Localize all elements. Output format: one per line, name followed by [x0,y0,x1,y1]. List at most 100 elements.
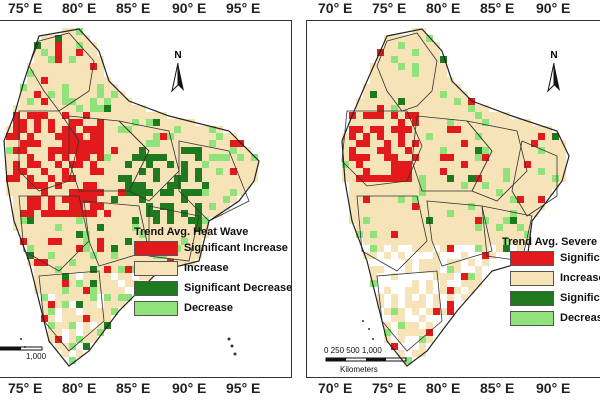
grid-cell [125,224,132,231]
grid-cell [132,168,139,175]
grid-cell [398,301,405,308]
grid-cell [188,231,195,238]
grid-cell [489,217,496,224]
grid-cell [146,133,153,140]
grid-cell [391,168,398,175]
grid-cell [55,280,62,287]
grid-cell [27,140,34,147]
grid-cell [69,91,76,98]
grid-cell [69,238,76,245]
grid-cell [412,161,419,168]
grid-cell [370,203,377,210]
grid-cell [510,147,517,154]
grid-cell [244,182,251,189]
grid-cell [90,77,97,84]
grid-cell [160,168,167,175]
grid-cell [552,154,559,161]
grid-cells [6,28,258,364]
grid-cell [209,147,216,154]
grid-cell [76,182,83,189]
top-tick: 80° E [62,0,97,16]
grid-cell [433,203,440,210]
grid-cell [384,315,391,322]
grid-cell [90,126,97,133]
grid-cell [510,154,517,161]
grid-cell [167,175,174,182]
grid-cell [342,147,349,154]
grid-cell [160,189,167,196]
grid-cell [160,196,167,203]
grid-cell [83,252,90,259]
grid-cell [118,273,125,280]
grid-cell [356,154,363,161]
north-label: N [550,50,558,61]
grid-cell [223,168,230,175]
grid-cell [363,189,370,196]
grid-cell [20,210,27,217]
grid-cell [426,238,433,245]
grid-cell [34,252,41,259]
grid-cell [461,140,468,147]
grid-cell [13,217,20,224]
grid-cell [55,91,62,98]
grid-cell [412,154,419,161]
grid-cell [209,161,216,168]
grid-cell [174,168,181,175]
grid-cell [20,91,27,98]
grid-cell [41,217,48,224]
grid-cell [13,140,20,147]
grid-cell [146,112,153,119]
grid-cell [363,175,370,182]
grid-cell [27,182,34,189]
grid-cell [426,189,433,196]
grid-cell [440,105,447,112]
legend-label: Decrease [560,312,600,324]
grid-cell [349,133,356,140]
grid-cell [13,203,20,210]
grid-cell [356,203,363,210]
scale-bar [0,346,43,351]
grid-cell [391,238,398,245]
grid-cell [34,154,41,161]
grid-cell [370,175,377,182]
grid-cell [97,245,104,252]
grid-cell [41,133,48,140]
grid-cell [55,252,62,259]
grid-cell [69,42,76,49]
grid-cell [398,182,405,189]
grid-cell [454,259,461,266]
grid-cell [139,126,146,133]
grid-cell [55,168,62,175]
grid-cell [181,217,188,224]
grid-cell [48,217,55,224]
grid-cell [55,210,62,217]
grid-cell [419,140,426,147]
grid-cell [398,35,405,42]
legend-item: Significant [510,250,600,266]
grid-cell [41,231,48,238]
grid-cell [195,140,202,147]
grid-cell [398,91,405,98]
grid-cell [405,91,412,98]
grid-cell [244,175,251,182]
grid-cell [146,189,153,196]
grid-cell [48,63,55,70]
grid-cell [426,252,433,259]
grid-cell [230,147,237,154]
grid-cell [503,203,510,210]
grid-cell [426,140,433,147]
grid-cell [405,98,412,105]
grid-cell [27,161,34,168]
grid-cell [104,287,111,294]
grid-cell [48,84,55,91]
grid-cell [482,133,489,140]
grid-cell [419,294,426,301]
grid-cell [468,259,475,266]
grid-cell [489,189,496,196]
grid-cell [55,231,62,238]
grid-cell [447,161,454,168]
grid-cell [76,63,83,70]
grid-cell [531,133,538,140]
grid-cell [237,147,244,154]
grid-cell [146,140,153,147]
